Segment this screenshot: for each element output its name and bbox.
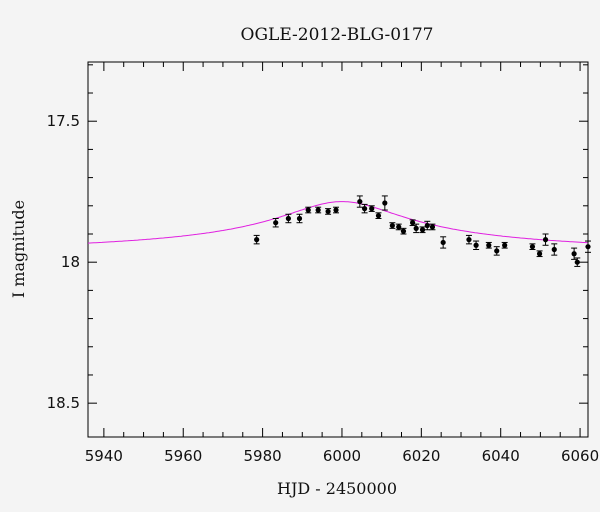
data-point [542, 237, 549, 243]
data-point [396, 224, 402, 230]
data-point [400, 228, 407, 234]
plot-area: 5940 5960 5980 6000 6020 6040 6060 17.5 18 18.5 [47, 61, 599, 465]
data-point [413, 225, 419, 231]
data-point [424, 222, 430, 229]
data-point [502, 242, 508, 248]
y-axis-title: I magnitude [9, 200, 28, 298]
x-tick-label: 6040 [482, 447, 520, 465]
y-tick-label: 18.5 [47, 394, 80, 412]
data-point [296, 215, 303, 222]
chart-title: OGLE-2012-BLG-0177 [241, 25, 434, 45]
data-point [551, 246, 557, 253]
x-tick-label: 5960 [164, 447, 202, 465]
data-point [369, 206, 375, 212]
data-point [419, 227, 426, 233]
y-tick-label: 18 [61, 253, 80, 271]
x-tick-label: 5940 [85, 447, 123, 465]
x-tick-label: 5980 [244, 447, 282, 465]
data-point [529, 244, 536, 250]
data-point [571, 251, 577, 257]
data-point [486, 242, 492, 248]
x-tick-label: 6000 [323, 447, 361, 465]
model-curve [87, 201, 589, 244]
data-point [585, 244, 591, 250]
data-point [494, 248, 500, 254]
data-point [273, 220, 279, 226]
data-point [325, 208, 331, 215]
data-point [382, 200, 388, 206]
x-axis-title: HJD - 2450000 [277, 479, 397, 498]
data-point [466, 237, 472, 243]
y-tick-label: 17.5 [47, 112, 80, 130]
data-point [305, 207, 311, 213]
x-tick-label: 6060 [561, 447, 599, 465]
data-point [440, 239, 446, 246]
data-point [357, 198, 363, 205]
data-point [574, 259, 580, 265]
data-point [473, 242, 479, 248]
x-tick-label: 6020 [402, 447, 440, 465]
data-point [536, 251, 543, 257]
data-point [333, 207, 339, 213]
data-point [254, 237, 260, 243]
data-point [315, 207, 321, 213]
data-point [375, 213, 382, 219]
data-point [361, 206, 368, 212]
data-point [429, 224, 436, 230]
data-point [389, 222, 395, 229]
data-point [285, 215, 291, 222]
